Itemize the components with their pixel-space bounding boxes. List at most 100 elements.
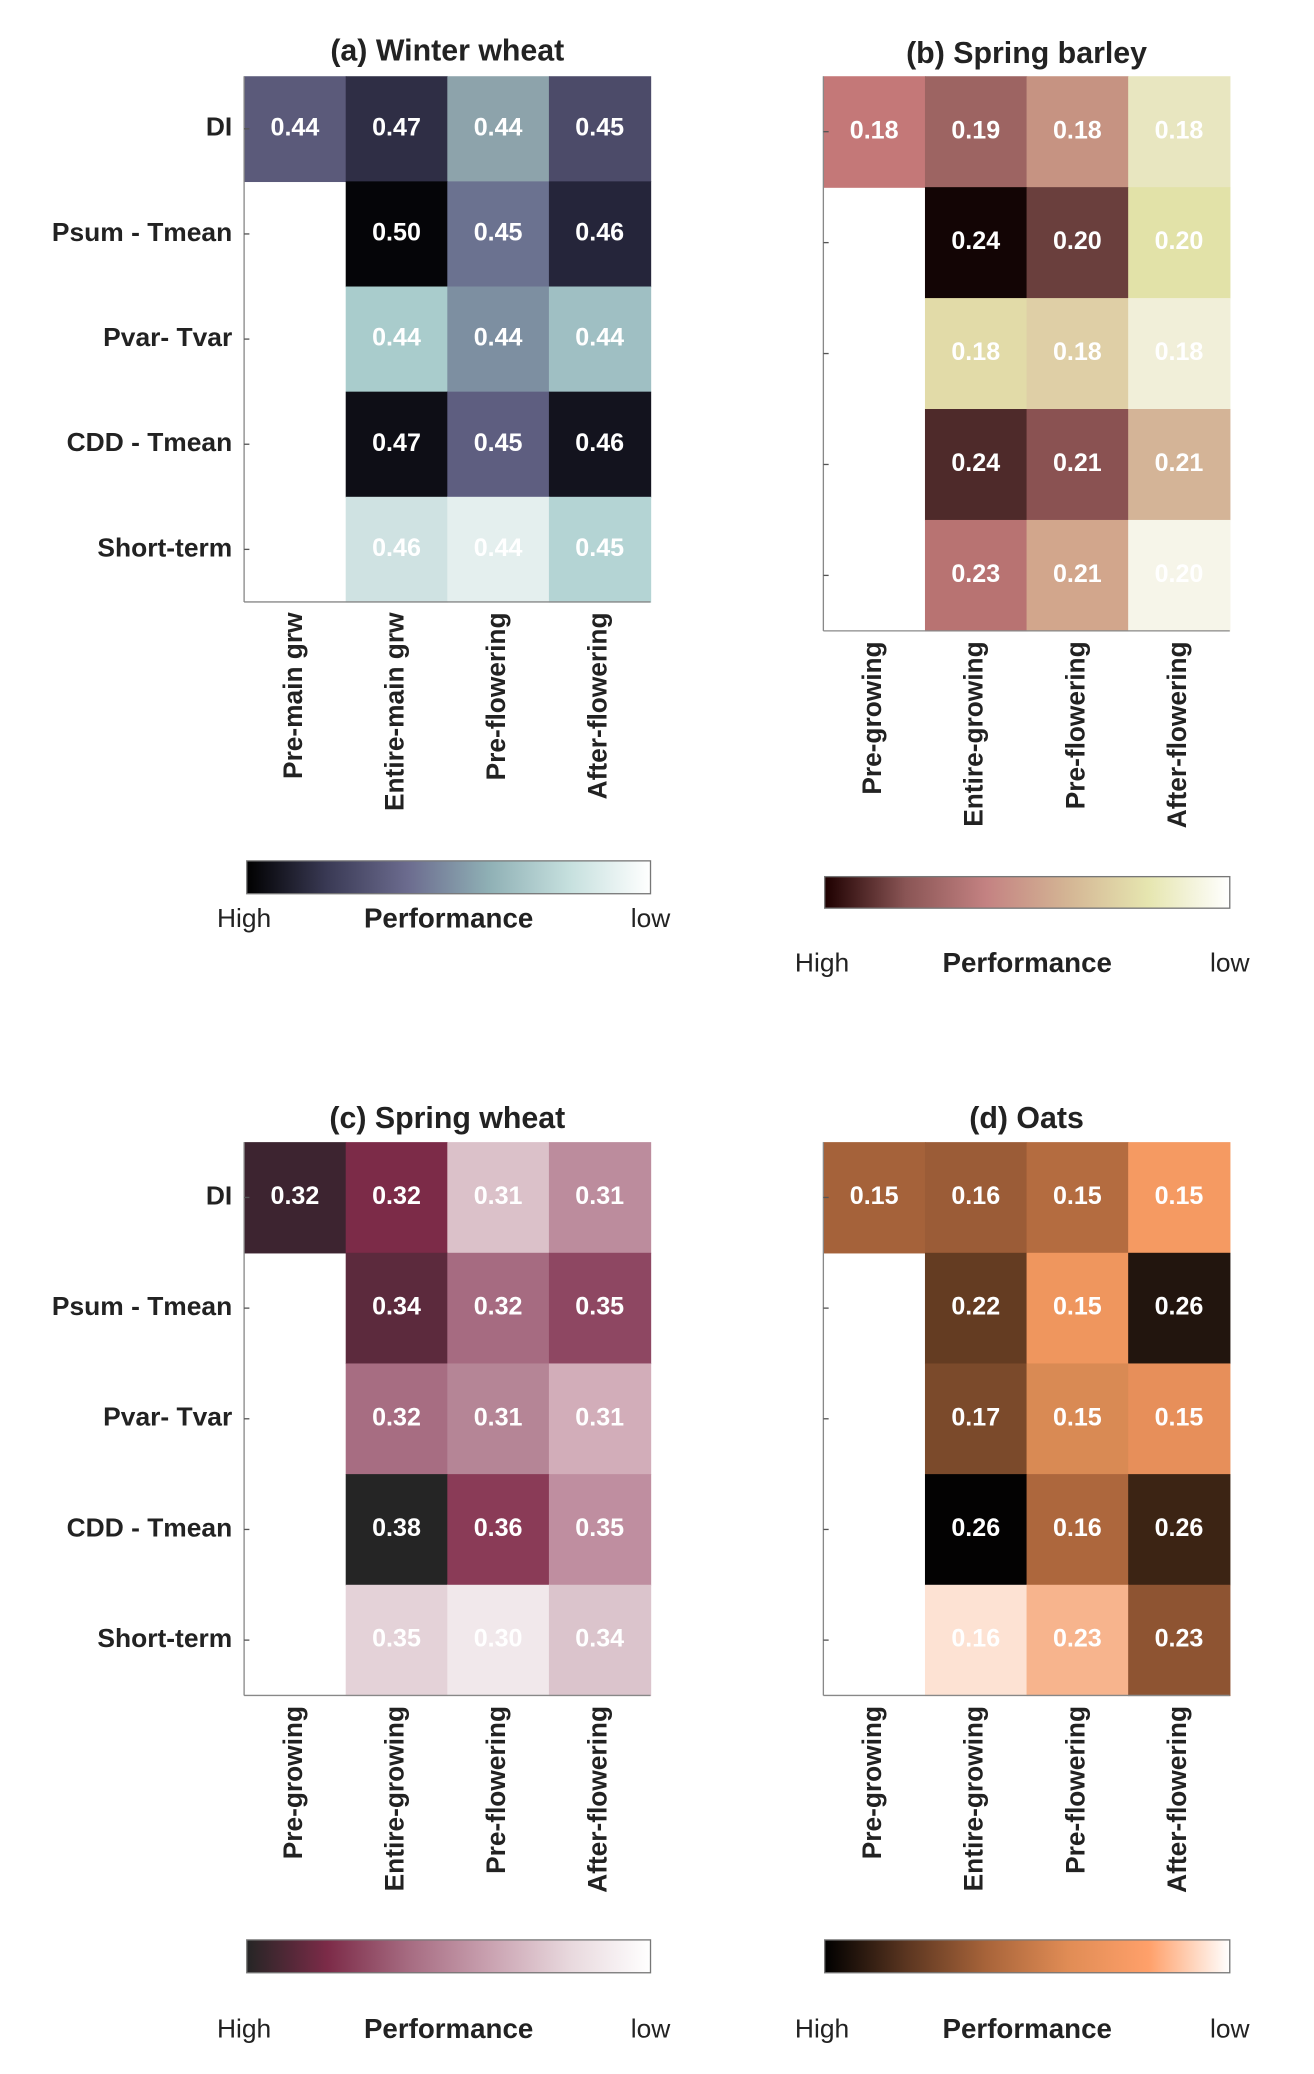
colorbar-right-label: low xyxy=(631,2014,672,2044)
heatmap-cell xyxy=(924,519,1028,632)
cell-label: 0.31 xyxy=(474,1403,523,1431)
heatmap-cell xyxy=(345,181,448,288)
heatmap-cell xyxy=(924,1142,1028,1254)
heatmap-cell xyxy=(924,1584,1028,1697)
heatmap-cell xyxy=(244,1142,347,1254)
cell-label: 0.47 xyxy=(372,429,421,457)
heatmap-cell xyxy=(548,1474,652,1586)
cell-label: 0.18 xyxy=(1155,116,1204,144)
heatmap-cell xyxy=(924,187,1028,299)
heatmap-cell xyxy=(924,1474,1028,1586)
heatmap-cell xyxy=(548,181,652,288)
heatmap-cell xyxy=(447,181,550,288)
heatmap-cell xyxy=(1026,519,1129,632)
column-label: Entire-growing xyxy=(379,1706,409,1891)
heatmap-cell xyxy=(823,1142,926,1254)
panel-title: (c) Spring wheat xyxy=(329,1102,565,1135)
panel-title: (a) Winter wheat xyxy=(330,35,564,68)
heatmap-cell xyxy=(447,1363,550,1475)
colorbar-title: Performance xyxy=(943,947,1112,978)
heatmap-cell xyxy=(345,391,448,498)
cell-label: 0.18 xyxy=(1053,338,1102,366)
column-label: Pre-main grw xyxy=(278,612,308,779)
cell-label: 0.44 xyxy=(474,534,523,562)
row-label: CDD - Tmean xyxy=(67,427,233,457)
heatmap-cell xyxy=(1026,1252,1129,1365)
heatmap-cell xyxy=(548,1363,652,1475)
cell-label: 0.15 xyxy=(1053,1403,1102,1431)
heatmap-cell xyxy=(548,76,652,183)
cell-label: 0.23 xyxy=(1053,1625,1102,1653)
cell-label: 0.45 xyxy=(575,113,624,141)
column-label: After-flowering xyxy=(1162,1706,1192,1893)
cell-label: 0.34 xyxy=(575,1625,624,1653)
heatmap-cell xyxy=(1128,298,1231,410)
heatmap-cell xyxy=(823,76,926,188)
column-label: Pre-flowering xyxy=(481,612,511,780)
cell-label: 0.18 xyxy=(850,116,899,144)
panel-title: (d) Oats xyxy=(969,1102,1084,1135)
colorbar xyxy=(824,1939,1231,1974)
cell-label: 0.31 xyxy=(575,1182,624,1210)
cell-label: 0.21 xyxy=(1155,449,1204,477)
cell-label: 0.31 xyxy=(474,1182,523,1210)
cell-label: 0.44 xyxy=(271,113,320,141)
column-label: Entire-growing xyxy=(959,641,989,826)
cell-label: 0.15 xyxy=(1155,1403,1204,1431)
colorbar-left-label: High xyxy=(217,2014,271,2044)
heatmap-cell xyxy=(447,496,550,603)
row-label: Psum - Tmean xyxy=(52,1291,232,1321)
heatmap-cell xyxy=(1026,1363,1129,1475)
cell-label: 0.17 xyxy=(951,1403,1000,1431)
heatmap-cell xyxy=(1026,1584,1129,1697)
cell-label: 0.44 xyxy=(372,324,421,352)
cell-label: 0.46 xyxy=(575,429,624,457)
cell-label: 0.23 xyxy=(1155,1625,1204,1653)
cell-label: 0.31 xyxy=(575,1403,624,1431)
heatmap-cell xyxy=(244,76,347,183)
colorbar xyxy=(824,875,1231,909)
cell-label: 0.18 xyxy=(951,338,1000,366)
cell-label: 0.20 xyxy=(1155,560,1204,588)
colorbar-right-label: low xyxy=(631,903,672,933)
heatmap-cell xyxy=(1128,409,1231,521)
cell-label: 0.15 xyxy=(1053,1182,1102,1210)
cell-label: 0.24 xyxy=(951,449,1000,477)
colorbar-title: Performance xyxy=(364,2013,533,2044)
cell-label: 0.35 xyxy=(372,1625,421,1653)
column-label: After-flowering xyxy=(583,1706,613,1893)
cell-label: 0.32 xyxy=(271,1182,320,1210)
heatmap-cell xyxy=(924,298,1028,410)
heatmap-cell xyxy=(548,496,652,603)
heatmap-cell xyxy=(1026,1474,1129,1586)
heatmap-cell xyxy=(1026,409,1129,521)
cell-label: 0.32 xyxy=(474,1293,523,1321)
heatmap-cell xyxy=(345,496,448,603)
heatmap-cell xyxy=(924,409,1028,521)
colorbar xyxy=(246,1939,652,1974)
cell-label: 0.19 xyxy=(951,116,1000,144)
heatmap-cell xyxy=(1026,1142,1129,1254)
cell-label: 0.44 xyxy=(474,113,523,141)
heatmap-cell xyxy=(345,1252,448,1365)
cell-label: 0.47 xyxy=(372,113,421,141)
panel-title: (b) Spring barley xyxy=(906,37,1147,70)
cell-label: 0.16 xyxy=(951,1625,1000,1653)
heatmap-cell xyxy=(548,1142,652,1254)
heatmap-cell xyxy=(548,1252,652,1365)
cell-label: 0.18 xyxy=(1155,338,1204,366)
column-label: After-flowering xyxy=(1162,641,1192,828)
heatmap-cell xyxy=(345,286,448,393)
heatmap-cell xyxy=(447,1474,550,1586)
colorbar-title: Performance xyxy=(364,902,533,933)
heatmap-cell xyxy=(345,76,448,183)
cell-label: 0.21 xyxy=(1053,449,1102,477)
column-label: Pre-growing xyxy=(278,1706,308,1859)
cell-label: 0.44 xyxy=(575,324,624,352)
heatmap-cell xyxy=(1128,1474,1231,1586)
column-label: Entire-growing xyxy=(959,1706,989,1891)
cell-label: 0.22 xyxy=(951,1293,1000,1321)
column-label: Pre-growing xyxy=(857,641,887,794)
heatmap-cell xyxy=(345,1142,448,1254)
